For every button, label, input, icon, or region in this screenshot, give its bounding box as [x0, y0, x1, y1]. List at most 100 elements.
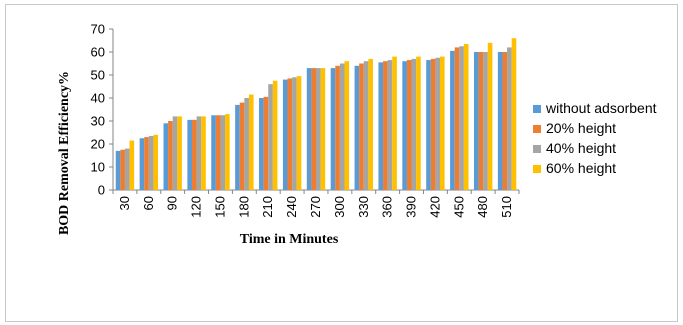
bar [268, 84, 273, 190]
y-tick-label: 30 [91, 114, 105, 129]
bar [511, 38, 517, 191]
y-tick-label: 50 [91, 68, 105, 83]
x-tick-label: 330 [356, 196, 371, 218]
bar [378, 62, 384, 190]
bar [497, 52, 503, 190]
x-tick-label: 210 [260, 196, 275, 218]
legend-swatch [533, 105, 541, 113]
legend-label: 60% height [546, 160, 616, 176]
bar [473, 52, 479, 190]
bar [263, 96, 269, 190]
bar [115, 150, 121, 190]
bar [248, 94, 254, 190]
bar [120, 149, 125, 190]
bar [387, 60, 393, 190]
bar [344, 61, 350, 191]
x-tick-label: 450 [451, 196, 466, 218]
bar [163, 123, 169, 190]
bar [153, 134, 159, 190]
bar [507, 47, 512, 191]
x-tick-labels: 30 60 90 120 150 180 210 240 270 300 330 360 390 420 4… [117, 196, 514, 218]
y-tick-label: 10 [91, 160, 105, 175]
bar [215, 115, 221, 190]
y-tick-label: 0 [98, 183, 105, 198]
legend-swatch [533, 125, 541, 133]
bar [368, 58, 373, 191]
y-tick-labels: 0 10 20 30 40 50 60 70 [91, 22, 105, 198]
bar [311, 68, 316, 190]
y-tick-label: 60 [91, 45, 105, 60]
bar-chart: 0 10 20 30 40 50 60 70 30 60 90 120 150 180 210 240 270… [57, 22, 657, 248]
bar [483, 52, 488, 190]
bar [454, 47, 460, 191]
x-tick-label: 150 [212, 196, 227, 218]
bar [306, 68, 312, 190]
x-tick-label: 390 [404, 196, 419, 218]
bar [478, 52, 484, 190]
bar [459, 46, 464, 190]
bar [411, 58, 417, 191]
x-tick-label: 480 [475, 196, 490, 218]
bar [339, 63, 345, 190]
bar [287, 78, 293, 190]
bar [148, 135, 154, 190]
bar [383, 61, 388, 191]
bar [259, 98, 264, 190]
legend: without adsorbent 20% height 40% height 60%… [533, 100, 657, 176]
y-tick-label: 20 [91, 137, 105, 152]
bar [487, 42, 493, 190]
bar [144, 137, 149, 190]
bar [129, 140, 135, 190]
x-tick-label: 360 [380, 196, 395, 218]
bar [354, 65, 360, 190]
x-tick-label: 420 [427, 196, 442, 218]
legend-swatch [533, 165, 541, 173]
bar [502, 52, 508, 190]
bar [177, 116, 182, 190]
x-tick-label: 60 [141, 196, 156, 210]
bar [320, 68, 326, 190]
legend-swatch [533, 145, 541, 153]
bar [244, 98, 249, 190]
x-tick-label: 240 [284, 196, 299, 218]
bar [272, 80, 278, 190]
x-tick-label: 510 [499, 196, 514, 218]
bar [239, 102, 245, 190]
x-tick-label: 180 [236, 196, 251, 218]
bar [211, 115, 216, 190]
bar [139, 138, 145, 190]
bar [196, 116, 202, 190]
legend-label: without adsorbent [545, 100, 657, 116]
bar [392, 56, 397, 190]
bar [225, 114, 230, 190]
bar [450, 50, 455, 190]
bars [115, 38, 517, 191]
bar [402, 61, 407, 191]
x-tick-label: 300 [332, 196, 347, 218]
bar [187, 119, 192, 190]
bar [235, 104, 240, 190]
legend-label: 20% height [546, 120, 616, 136]
chart-frame: 0 10 20 30 40 50 60 70 30 60 90 120 150 180 210 240 270… [5, 4, 678, 322]
bar [201, 116, 206, 190]
bar [296, 76, 302, 190]
bar [435, 57, 441, 190]
bar [330, 68, 336, 190]
bar [124, 148, 130, 190]
bar [463, 43, 469, 191]
bar [440, 56, 445, 190]
x-axis-title: Time in Minutes [240, 232, 339, 247]
legend-label: 40% height [546, 140, 616, 156]
bar [363, 61, 369, 191]
bar [335, 65, 340, 190]
x-tick-label: 30 [117, 196, 132, 210]
bar [426, 60, 431, 190]
bar [416, 56, 421, 190]
bar [292, 77, 297, 190]
bar [191, 119, 197, 190]
x-tick-label: 90 [165, 196, 180, 210]
bar [172, 116, 178, 190]
bar [430, 58, 436, 191]
bar [316, 68, 321, 190]
x-tick-label: 120 [189, 196, 204, 218]
